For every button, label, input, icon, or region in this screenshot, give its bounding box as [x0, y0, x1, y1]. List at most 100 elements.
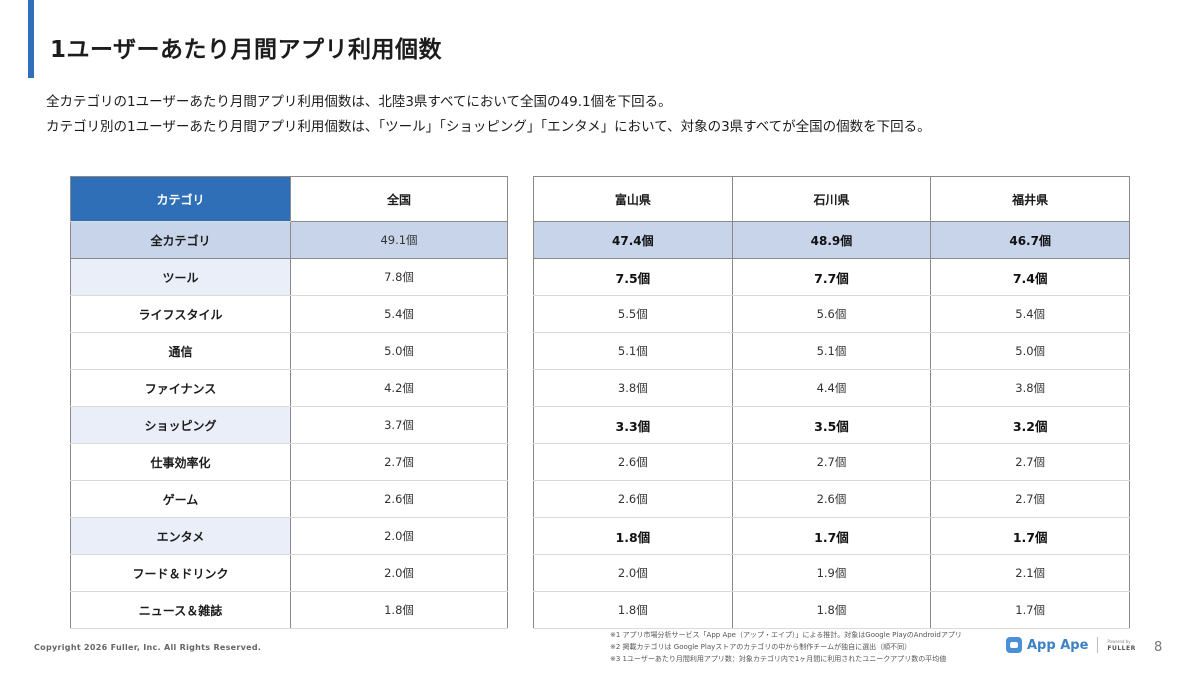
national-value-cell: 4.2個 [290, 369, 508, 407]
national-value-cell: 5.4個 [290, 295, 508, 333]
summary-line: 全カテゴリの1ユーザーあたり月間アプリ利用個数は、北陸3県すべてにおいて全国の4… [46, 94, 672, 110]
summary-text: 全カテゴリの1ユーザーあたり月間アプリ利用個数は、北陸3県すべてにおいて全国の4… [46, 90, 931, 140]
category-cell: エンタメ [70, 517, 291, 555]
table-row: 3.3個 3.5個 3.2個 [533, 406, 1130, 444]
fukui-value-cell: 1.7個 [930, 517, 1130, 555]
fukui-value-cell: 7.4個 [930, 258, 1130, 296]
toyama-value-cell: 3.8個 [533, 369, 733, 407]
national-value-cell: 5.0個 [290, 332, 508, 370]
category-cell: 全カテゴリ [70, 221, 291, 259]
fukui-value-cell: 2.7個 [930, 443, 1130, 481]
category-cell: フード＆ドリンク [70, 554, 291, 592]
footnotes: ※1 アプリ市場分析サービス「App Ape（アップ・エイプ）」による推計。対象… [610, 629, 962, 665]
category-cell: ショッピング [70, 406, 291, 444]
ishikawa-value-cell: 7.7個 [732, 258, 932, 296]
table-row: 2.6個 2.7個 2.7個 [533, 443, 1130, 481]
ishikawa-value-cell: 2.6個 [732, 480, 932, 518]
national-value-cell: 3.7個 [290, 406, 508, 444]
category-cell: ツール [70, 258, 291, 296]
table-row: 5.5個 5.6個 5.4個 [533, 295, 1130, 333]
fukui-value-cell: 2.7個 [930, 480, 1130, 518]
category-cell: 通信 [70, 332, 291, 370]
toyama-value-cell: 1.8個 [533, 591, 733, 629]
toyama-value-cell: 5.5個 [533, 295, 733, 333]
toyama-value-cell: 5.1個 [533, 332, 733, 370]
table-row: 2.6個 2.6個 2.7個 [533, 480, 1130, 518]
table-row: 通信 5.0個 [70, 332, 508, 370]
toyama-value-cell: 2.6個 [533, 480, 733, 518]
category-cell: ニュース＆雑誌 [70, 591, 291, 629]
category-cell: 仕事効率化 [70, 443, 291, 481]
page-title: 1ユーザーあたり月間アプリ利用個数 [50, 37, 443, 63]
footnote: ※3 1ユーザーあたり月間利用アプリ数：対象カテゴリ内で1ヶ月間に利用されたユニ… [610, 655, 947, 663]
ishikawa-value-cell: 5.1個 [732, 332, 932, 370]
ishikawa-value-cell: 48.9個 [732, 221, 932, 259]
national-value-cell: 7.8個 [290, 258, 508, 296]
footnote: ※1 アプリ市場分析サービス「App Ape（アップ・エイプ）」による推計。対象… [610, 631, 962, 639]
page-number: 8 [1154, 640, 1163, 655]
national-value-cell: 1.8個 [290, 591, 508, 629]
table-row: 1.8個 1.8個 1.7個 [533, 591, 1130, 629]
table-row: 5.1個 5.1個 5.0個 [533, 332, 1130, 370]
toyama-value-cell: 1.8個 [533, 517, 733, 555]
fukui-value-cell: 1.7個 [930, 591, 1130, 629]
toyama-value-cell: 2.6個 [533, 443, 733, 481]
category-cell: ファイナンス [70, 369, 291, 407]
table-row: 1.8個 1.7個 1.7個 [533, 517, 1130, 555]
fukui-value-cell: 2.1個 [930, 554, 1130, 592]
table-row: ニュース＆雑誌 1.8個 [70, 591, 508, 629]
ishikawa-value-cell: 4.4個 [732, 369, 932, 407]
table-row: ゲーム 2.6個 [70, 480, 508, 518]
ishikawa-value-cell: 5.6個 [732, 295, 932, 333]
logo-text: App Ape [1027, 637, 1089, 653]
national-value-cell: 2.0個 [290, 517, 508, 555]
fukui-value-cell: 5.0個 [930, 332, 1130, 370]
toyama-value-cell: 2.0個 [533, 554, 733, 592]
prefecture-table: 富山県 石川県 福井県 47.4個 48.9個 46.7個 7.5個 7.7個 7.4個 5… [533, 176, 1130, 629]
table-row: 3.8個 4.4個 3.8個 [533, 369, 1130, 407]
fukui-header: 福井県 [930, 176, 1130, 222]
table-row: エンタメ 2.0個 [70, 517, 508, 555]
powered-by-text: Powered by [1107, 639, 1131, 644]
national-value-cell: 2.0個 [290, 554, 508, 592]
table-row: ライフスタイル 5.4個 [70, 295, 508, 333]
table-row: ファイナンス 4.2個 [70, 369, 508, 407]
table-row: 全カテゴリ 49.1個 [70, 221, 508, 259]
table-row: 仕事効率化 2.7個 [70, 443, 508, 481]
table-row: ショッピング 3.7個 [70, 406, 508, 444]
fukui-value-cell: 46.7個 [930, 221, 1130, 259]
app-ape-icon [1006, 637, 1022, 653]
table-row: 47.4個 48.9個 46.7個 [533, 221, 1130, 259]
toyama-value-cell: 47.4個 [533, 221, 733, 259]
ishikawa-value-cell: 1.7個 [732, 517, 932, 555]
category-cell: ゲーム [70, 480, 291, 518]
national-value-cell: 2.6個 [290, 480, 508, 518]
toyama-value-cell: 7.5個 [533, 258, 733, 296]
logo-divider [1097, 637, 1099, 653]
fukui-value-cell: 5.4個 [930, 295, 1130, 333]
category-header: カテゴリ [70, 176, 291, 222]
ishikawa-value-cell: 2.7個 [732, 443, 932, 481]
toyama-value-cell: 3.3個 [533, 406, 733, 444]
copyright: Copyright 2026 Fuller, Inc. All Rights R… [34, 643, 262, 652]
ishikawa-value-cell: 1.8個 [732, 591, 932, 629]
ishikawa-value-cell: 3.5個 [732, 406, 932, 444]
fuller-text: FULLER [1107, 645, 1136, 652]
fukui-value-cell: 3.2個 [930, 406, 1130, 444]
fukui-value-cell: 3.8個 [930, 369, 1130, 407]
toyama-header: 富山県 [533, 176, 733, 222]
table-row: ツール 7.8個 [70, 258, 508, 296]
table-row: 2.0個 1.9個 2.1個 [533, 554, 1130, 592]
footnote: ※2 掲載カテゴリは Google Playストアのカテゴリの中から制作チームが… [610, 643, 912, 651]
table-row: フード＆ドリンク 2.0個 [70, 554, 508, 592]
national-table: カテゴリ 全国 全カテゴリ 49.1個 ツール 7.8個 ライフスタイル 5.4個 通信 5.… [70, 176, 508, 629]
app-ape-logo: App Ape Powered by FULLER [1006, 637, 1136, 653]
summary-line: カテゴリ別の1ユーザーあたり月間アプリ利用個数は、「ツール」「ショッピング」「エ… [46, 119, 931, 135]
national-value-cell: 2.7個 [290, 443, 508, 481]
national-header: 全国 [290, 176, 508, 222]
national-value-cell: 49.1個 [290, 221, 508, 259]
table-row: 7.5個 7.7個 7.4個 [533, 258, 1130, 296]
category-cell: ライフスタイル [70, 295, 291, 333]
ishikawa-value-cell: 1.9個 [732, 554, 932, 592]
ishikawa-header: 石川県 [732, 176, 932, 222]
